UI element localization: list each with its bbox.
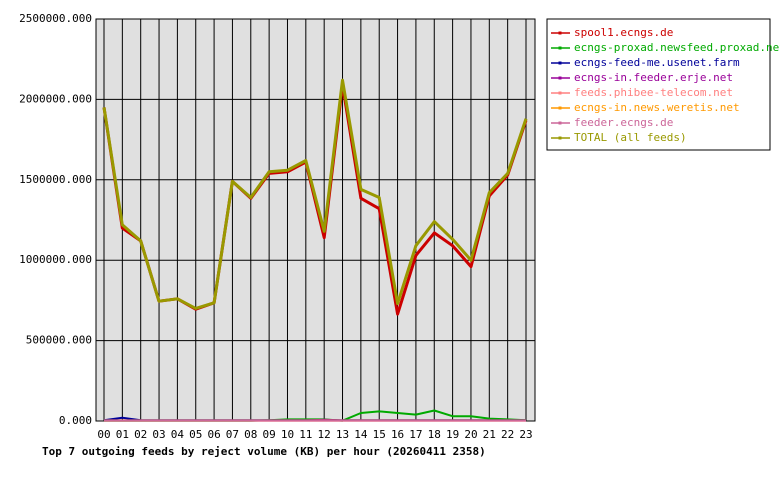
legend-marker	[558, 121, 562, 125]
x-tick-label: 07	[226, 428, 239, 441]
plot-area	[96, 19, 535, 421]
x-tick-label: 15	[373, 428, 386, 441]
x-tick-label: 18	[428, 428, 441, 441]
y-tick-label: 2500000.000	[19, 12, 92, 25]
x-tick-label: 03	[152, 428, 165, 441]
y-tick-label: 1500000.000	[19, 173, 92, 186]
legend-marker	[558, 61, 562, 65]
x-tick-label: 11	[299, 428, 312, 441]
x-tick-label: 12	[318, 428, 331, 441]
x-tick-label: 06	[207, 428, 220, 441]
x-tick-label: 22	[501, 428, 514, 441]
x-tick-label: 04	[171, 428, 185, 441]
legend-label: ecngs-feed-me.usenet.farm	[574, 56, 740, 69]
chart-title: Top 7 outgoing feeds by reject volume (K…	[42, 445, 486, 458]
x-tick-label: 13	[336, 428, 349, 441]
legend-marker	[558, 91, 562, 95]
legend-label: feeds.phibee-telecom.net	[574, 86, 733, 99]
x-tick-label: 16	[391, 428, 404, 441]
legend-label: ecngs-in.feeder.erje.net	[574, 71, 733, 84]
x-tick-label: 05	[189, 428, 202, 441]
series-line	[102, 78, 528, 310]
x-tick-label: 00	[97, 428, 110, 441]
legend-marker	[558, 106, 562, 110]
legend-marker	[558, 136, 562, 140]
x-tick-label: 19	[446, 428, 459, 441]
legend-label: TOTAL (all feeds)	[574, 131, 687, 144]
legend-label: spool1.ecngs.de	[574, 26, 673, 39]
legend-marker	[558, 76, 562, 80]
x-tick-label: 21	[483, 428, 496, 441]
x-tick-label: 20	[464, 428, 477, 441]
x-tick-label: 17	[409, 428, 422, 441]
legend-marker	[558, 31, 562, 35]
x-tick-label: 23	[519, 428, 532, 441]
y-tick-label: 1000000.000	[19, 253, 92, 266]
legend-marker	[558, 46, 562, 50]
y-tick-label: 0.000	[59, 414, 92, 427]
legend-label: ecngs-in.news.weretis.net	[574, 101, 740, 114]
legend-box	[546, 18, 771, 151]
legend-label: feeder.ecngs.de	[574, 116, 673, 129]
x-tick-label: 09	[263, 428, 276, 441]
legend-label: ecngs-proxad.newsfeed.proxad.net	[574, 41, 780, 54]
y-tick-label: 500000.000	[26, 334, 92, 347]
x-tick-label: 01	[116, 428, 129, 441]
x-tick-label: 08	[244, 428, 257, 441]
y-tick-label: 2000000.000	[19, 92, 92, 105]
x-tick-label: 14	[354, 428, 368, 441]
x-tick-label: 10	[281, 428, 294, 441]
x-tick-label: 02	[134, 428, 147, 441]
